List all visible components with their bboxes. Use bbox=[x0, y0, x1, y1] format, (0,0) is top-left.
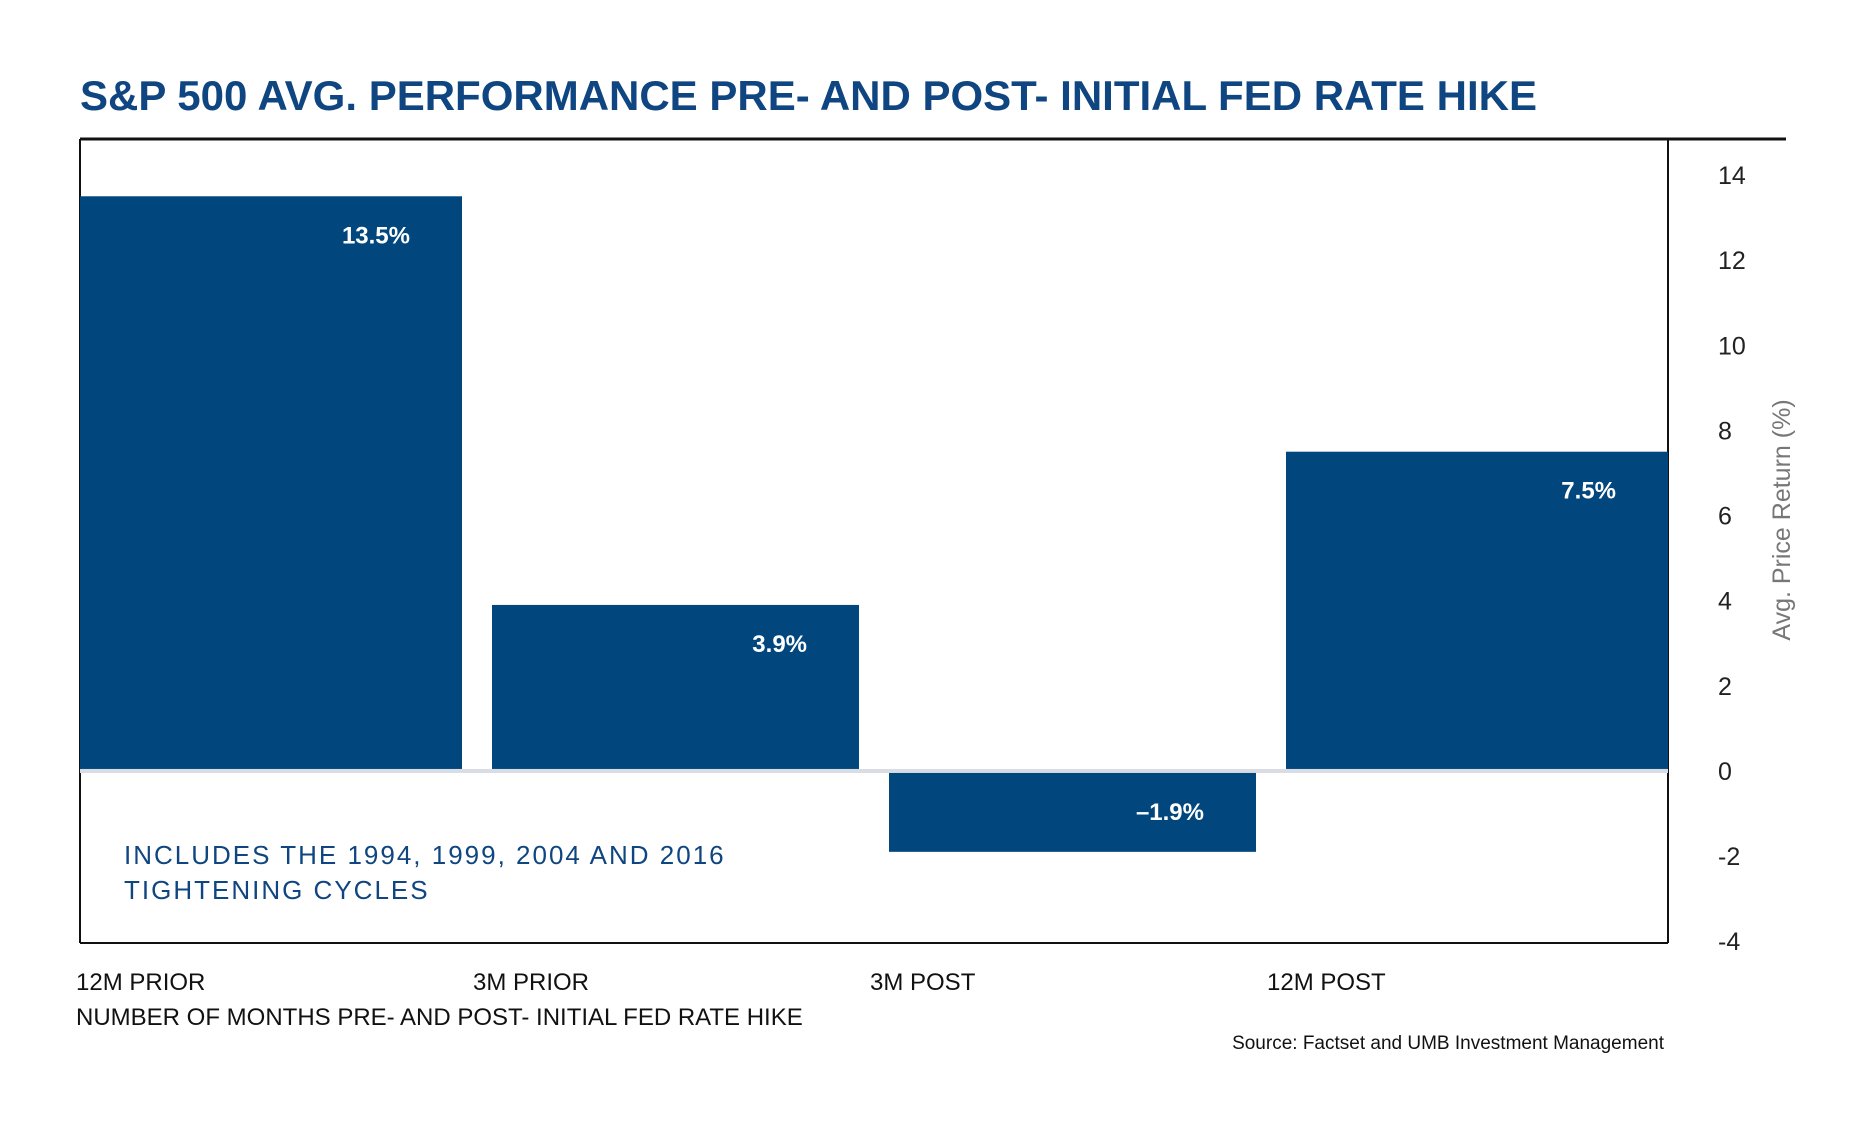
bar bbox=[80, 196, 462, 769]
y-tick-label: 8 bbox=[1718, 417, 1732, 445]
bar bbox=[1286, 451, 1668, 769]
annotation-line: INCLUDES THE 1994, 1999, 2004 AND 2016 bbox=[124, 840, 726, 870]
y-tick-label: 0 bbox=[1718, 758, 1732, 786]
y-tick-label: 6 bbox=[1718, 503, 1732, 531]
y-axis-ticks: 14 12 10 8 6 4 2 0 -2 -4 bbox=[1718, 162, 1746, 956]
y-tick-label: 12 bbox=[1718, 247, 1746, 275]
bar bbox=[889, 772, 1256, 852]
x-tick-label: 12M POST bbox=[1267, 969, 1386, 996]
x-tick-label: 3M POST bbox=[870, 969, 976, 996]
annotation-line: TIGHTENING CYCLES bbox=[124, 875, 430, 905]
data-label: 3.9% bbox=[752, 631, 807, 658]
x-axis-label: NUMBER OF MONTHS PRE- AND POST- INITIAL … bbox=[76, 1004, 803, 1031]
bar bbox=[492, 604, 859, 769]
data-label: 13.5% bbox=[342, 222, 410, 249]
y-tick-label: 14 bbox=[1718, 162, 1746, 190]
x-axis-ticks: 12M PRIOR 3M PRIOR 3M POST 12M POST bbox=[76, 969, 1386, 996]
y-tick-label: 4 bbox=[1718, 588, 1732, 616]
annotation-note: INCLUDES THE 1994, 1999, 2004 AND 2016 T… bbox=[124, 840, 726, 905]
bars bbox=[80, 196, 1668, 852]
x-tick-label: 12M PRIOR bbox=[76, 969, 205, 996]
y-axis-label: Avg. Price Return (%) bbox=[1768, 399, 1796, 640]
y-tick-label: 10 bbox=[1718, 332, 1746, 360]
data-label: 7.5% bbox=[1561, 478, 1616, 505]
y-tick-label: -2 bbox=[1718, 843, 1740, 871]
y-tick-label: 2 bbox=[1718, 673, 1732, 701]
y-tick-label: -4 bbox=[1718, 928, 1740, 956]
x-tick-label: 3M PRIOR bbox=[473, 969, 589, 996]
data-labels: 13.5% 3.9% –1.9% 7.5% bbox=[342, 222, 1616, 826]
source-note: Source: Factset and UMB Investment Manag… bbox=[1232, 1033, 1665, 1054]
data-label: –1.9% bbox=[1136, 799, 1204, 826]
chart-title: S&P 500 AVG. PERFORMANCE PRE- AND POST- … bbox=[80, 72, 1537, 119]
